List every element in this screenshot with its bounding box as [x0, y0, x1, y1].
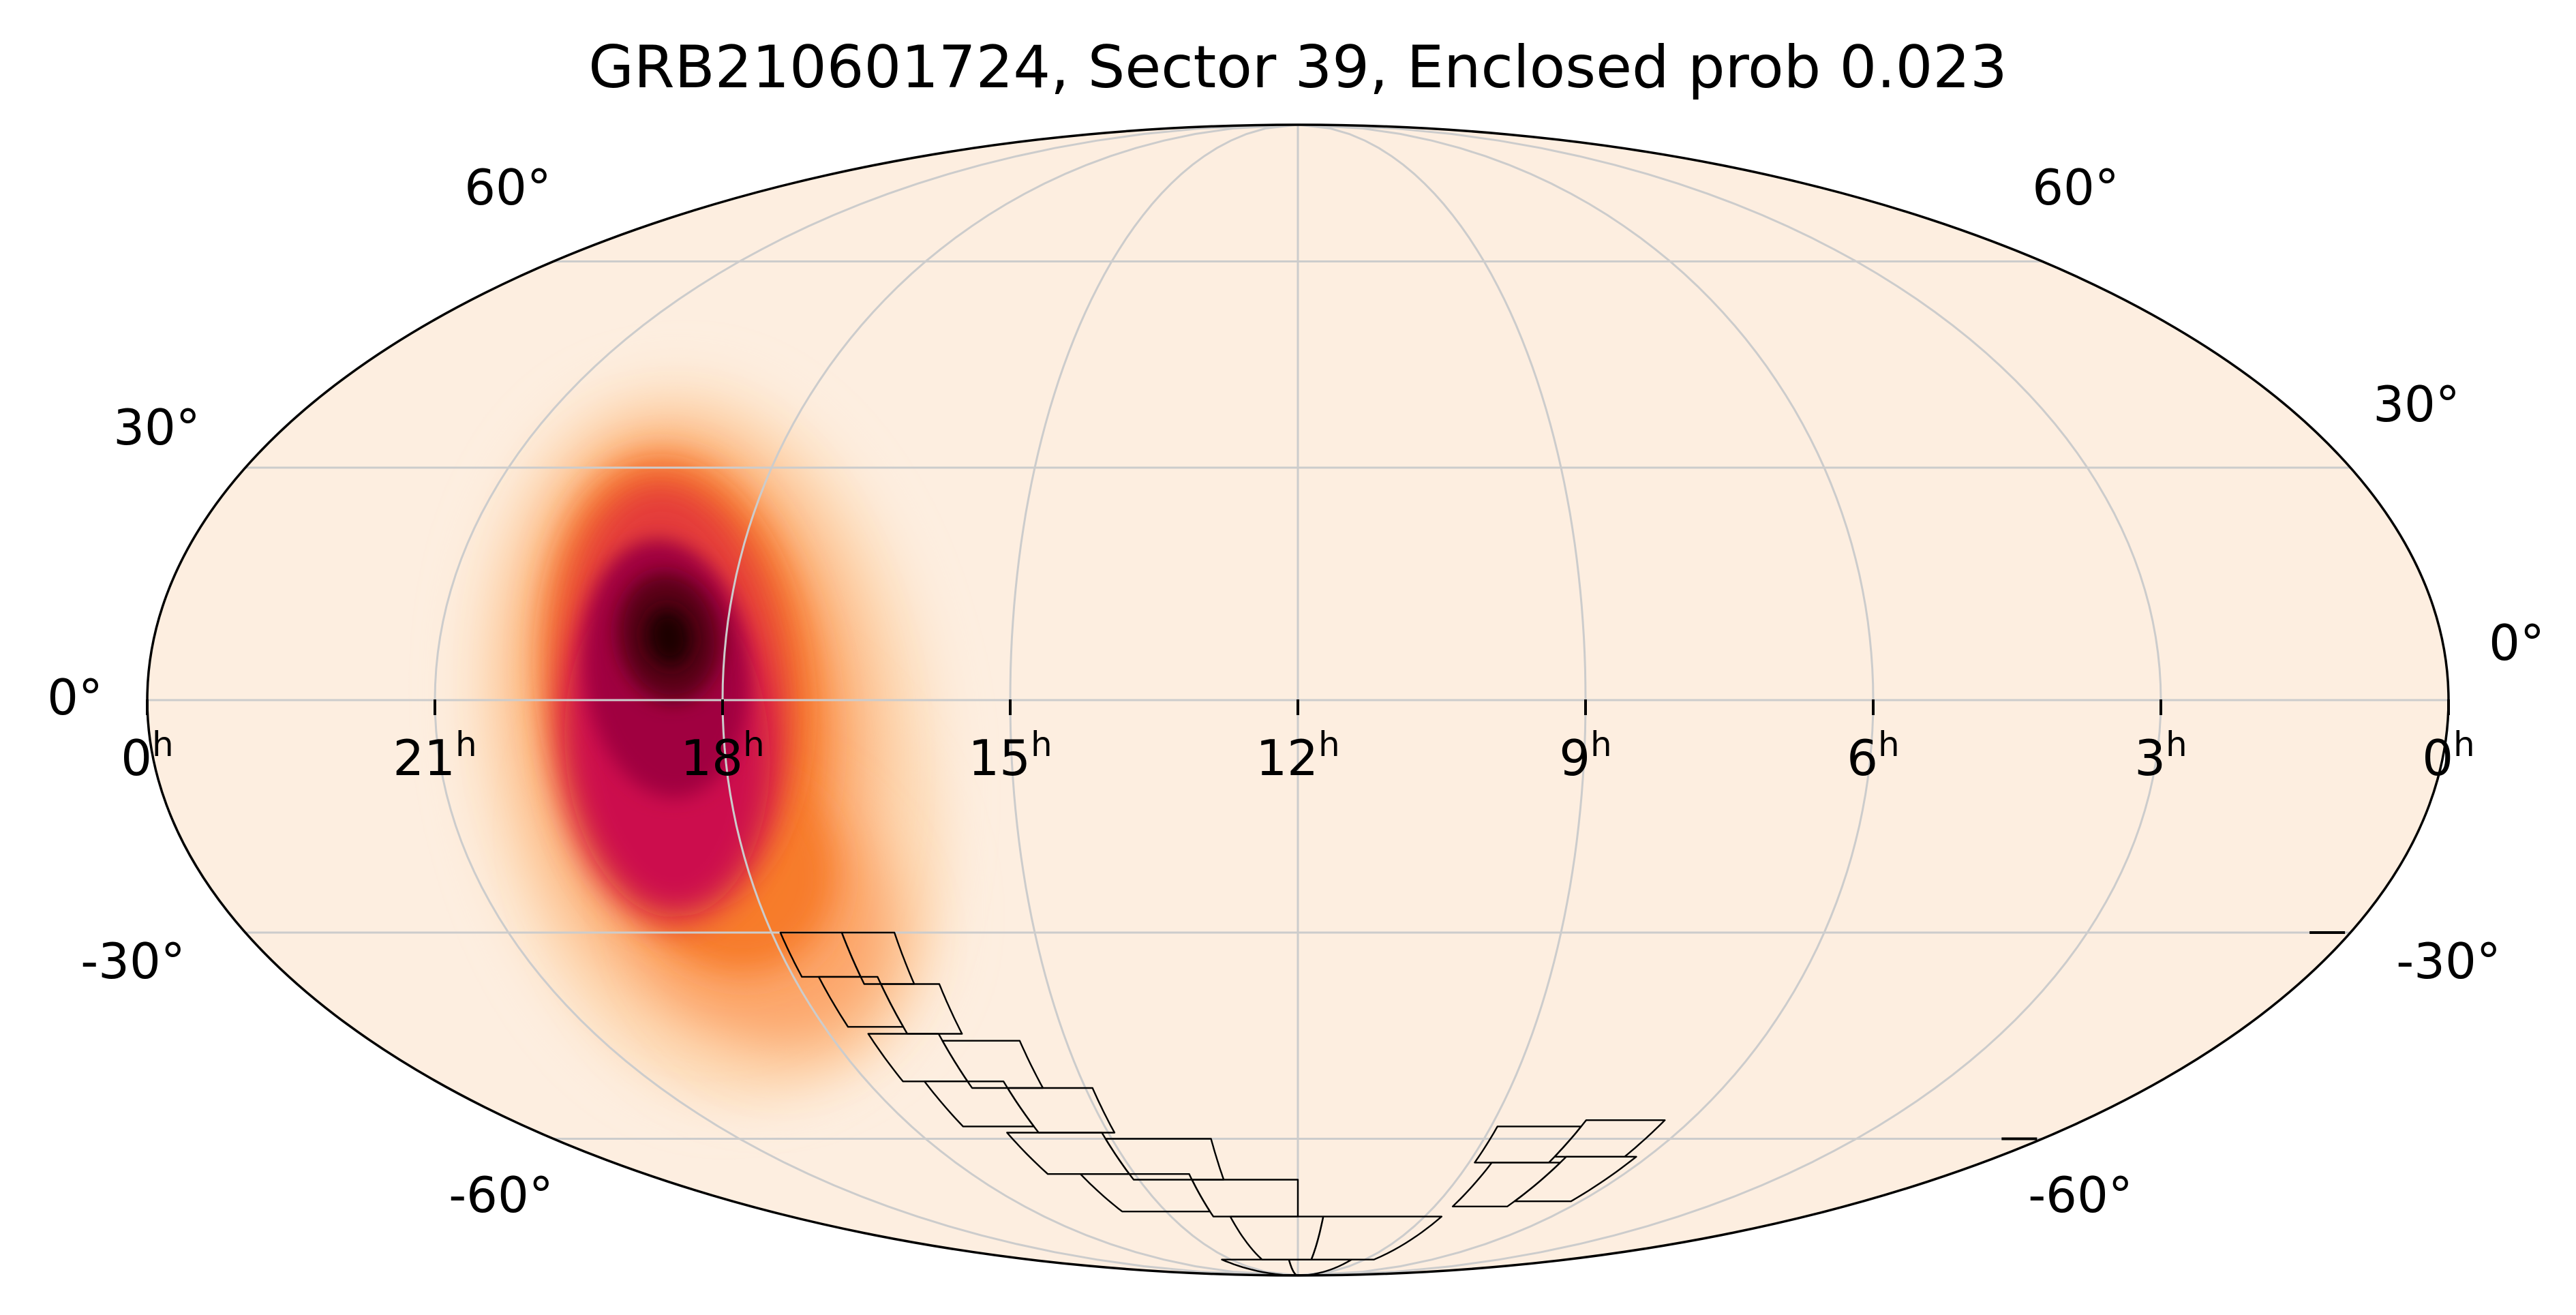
lat-label-right: 30°: [2373, 376, 2460, 433]
lat-label-right: 0°: [2489, 614, 2545, 671]
axis-labels: 0h 21h 18h 15h 12h 9h 6h 3h 0h 60° 30° 0° -30° -60° 60…: [47, 159, 2545, 1224]
lat-label-left: 60°: [464, 159, 551, 216]
lat-label-left: 30°: [113, 399, 200, 456]
lon-tick-label: 15h: [968, 725, 1052, 787]
lon-tick-label: 0h: [121, 725, 174, 787]
footprint-ccd: [941, 1040, 1044, 1089]
lon-tick-label: 9h: [1559, 725, 1612, 787]
footprint-ccd: [840, 931, 915, 985]
lat-label-left: -60°: [449, 1166, 554, 1224]
lat-label-right: 60°: [2032, 159, 2119, 216]
lat-label-left: 0°: [47, 669, 103, 726]
lon-tick-label: 21h: [393, 725, 476, 787]
lon-tick-label: 3h: [2134, 725, 2187, 787]
lat-label-right: -60°: [2028, 1166, 2133, 1224]
prob-peak: [645, 607, 693, 667]
lon-tick-label: 6h: [1847, 725, 1900, 787]
chart-title: GRB210601724, Sector 39, Enclosed prob 0…: [588, 33, 2007, 102]
lat-label-left: -30°: [80, 933, 185, 990]
probability-heatmap: [476, 387, 935, 1092]
axis-ticks: [146, 699, 2450, 1140]
lat-label-right: -30°: [2396, 933, 2501, 990]
lon-tick-label: 0h: [2422, 725, 2475, 787]
tess-sector-footprint: [779, 931, 1666, 1276]
footprint-ccd: [1191, 1179, 1299, 1218]
footprint-ccd: [1554, 1119, 1666, 1158]
lon-tick-label: 18h: [680, 725, 764, 787]
footprint-ccd: [1104, 1138, 1225, 1181]
lon-tick-label: 12h: [1256, 725, 1339, 787]
